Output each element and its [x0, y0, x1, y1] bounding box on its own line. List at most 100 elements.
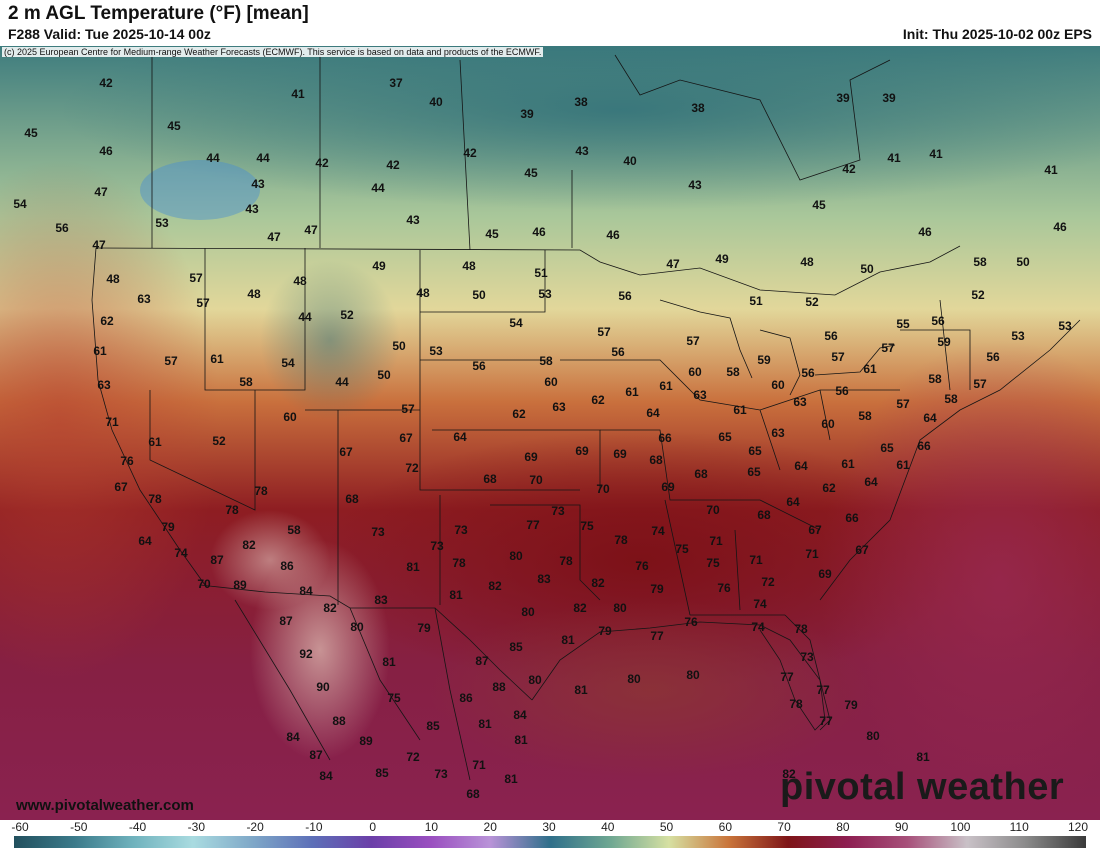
color-scale-tick: 40	[601, 820, 615, 834]
map-canvas[interactable]: 42 45 46 47 54 56 47 45 44 44 43 43 53 47 47 41 37 40 42 42…	[0, 46, 1100, 820]
temperature-label: 64	[864, 475, 878, 489]
temperature-label: 80	[627, 672, 641, 686]
temperature-label: 73	[371, 525, 385, 539]
temperature-label: 78	[794, 622, 808, 636]
temperature-label: 75	[580, 519, 594, 533]
temperature-label: 71	[105, 415, 119, 429]
temperature-label: 65	[748, 444, 762, 458]
temperature-label: 58	[239, 375, 253, 389]
temperature-label: 60	[771, 378, 785, 392]
temperature-label: 58	[539, 354, 553, 368]
temperature-label: 65	[880, 441, 894, 455]
temperature-label: 82	[242, 538, 256, 552]
temperature-label: 61	[625, 385, 639, 399]
temperature-label: 77	[650, 629, 664, 643]
temperature-label: 52	[971, 288, 985, 302]
temperature-label: 39	[520, 107, 534, 121]
temperature-label: 78	[614, 533, 628, 547]
temperature-label: 48	[416, 286, 430, 300]
great-lakes	[659, 299, 896, 396]
temperature-label: 46	[918, 225, 932, 239]
temperature-label: 57	[597, 325, 611, 339]
temperature-label: 63	[552, 400, 566, 414]
color-scale-bar	[14, 836, 1086, 848]
temperature-label: 80	[509, 549, 523, 563]
temperature-label: 87	[279, 614, 293, 628]
temperature-label: 72	[405, 461, 419, 475]
temperature-label: 53	[155, 216, 169, 230]
temperature-label: 90	[316, 680, 330, 694]
temperature-label: 60	[688, 365, 702, 379]
temperature-label: 47	[666, 257, 680, 271]
temperature-label: 58	[726, 365, 740, 379]
temperature-label: 50	[860, 262, 874, 276]
temperature-label: 41	[291, 87, 305, 101]
state-lines-6	[600, 429, 821, 616]
temperature-label: 57	[401, 402, 415, 416]
temperature-label: 66	[658, 431, 672, 445]
temperature-label: 75	[387, 691, 401, 705]
temperature-label: 54	[13, 197, 27, 211]
temperature-label: 57	[881, 341, 895, 355]
temperature-label: 51	[749, 294, 763, 308]
temperature-label: 85	[426, 719, 440, 733]
temperature-map[interactable]: 42 45 46 47 54 56 47 45 44 44 43 43 53 47 47 41 37 40 42 42…	[0, 46, 1100, 820]
temperature-label: 80	[686, 668, 700, 682]
temperature-label: 61	[148, 435, 162, 449]
temperature-label: 58	[928, 372, 942, 386]
temperature-label: 62	[822, 481, 836, 495]
temperature-label: 67	[339, 445, 353, 459]
temperature-label: 40	[623, 154, 637, 168]
temperature-label: 54	[281, 356, 295, 370]
temperature-label: 65	[718, 430, 732, 444]
color-scale-tick: 60	[718, 820, 733, 834]
temperature-label: 78	[225, 503, 239, 517]
temperature-label: 60	[821, 417, 835, 431]
color-scale-tick: 90	[894, 820, 909, 834]
temperature-label: 67	[114, 480, 128, 494]
temperature-label: 40	[429, 95, 443, 109]
temperature-label: 81	[478, 717, 492, 731]
init-time: Init: Thu 2025-10-02 00z EPS	[902, 26, 1092, 42]
us-canada-border	[95, 245, 961, 296]
temperature-label: 87	[210, 553, 224, 567]
state-lines-5	[439, 495, 601, 605]
temperature-label: 87	[475, 654, 489, 668]
temperature-label: 70	[197, 577, 211, 591]
state-lines-3	[305, 250, 580, 605]
temperature-label: 72	[761, 575, 775, 589]
temperature-label: 81	[916, 750, 930, 764]
temperature-label: 61	[841, 457, 855, 471]
temperature-label: 56	[824, 329, 838, 343]
temperature-label: 73	[430, 539, 444, 553]
temperature-label: 47	[92, 238, 106, 252]
temperature-label: 59	[757, 353, 771, 367]
color-scale-tick: 20	[483, 820, 497, 834]
temperature-label: 52	[212, 434, 226, 448]
temperature-label: 61	[863, 362, 877, 376]
temperature-label: 63	[793, 395, 807, 409]
temperature-label: 46	[1053, 220, 1067, 234]
temperature-label: 70	[529, 473, 543, 487]
temperature-label: 47	[267, 230, 281, 244]
temperature-label: 77	[816, 683, 830, 697]
temperature-label: 54	[509, 316, 523, 330]
color-scale-tick: 80	[836, 820, 850, 834]
temperature-label: 73	[551, 504, 565, 518]
temperature-label: 80	[866, 729, 880, 743]
temperature-label: 56	[931, 314, 945, 328]
temperature-label: 71	[805, 547, 819, 561]
temperature-label: 70	[706, 503, 720, 517]
temperature-label: 67	[399, 431, 413, 445]
temperature-label: 68	[649, 453, 663, 467]
pivotal-weather-logo: pivotal weather	[780, 766, 1065, 808]
temperature-label: 56	[986, 350, 1000, 364]
temperature-label: 42	[386, 158, 400, 172]
warm-atlantic	[820, 340, 1100, 820]
color-scale-tick: 50	[659, 820, 674, 834]
temperature-label: 50	[472, 288, 486, 302]
website-url[interactable]: www.pivotalweather.com	[16, 797, 194, 814]
temperature-label: 43	[406, 213, 420, 227]
temperature-label: 69	[575, 444, 589, 458]
temperature-label: 76	[684, 615, 698, 629]
